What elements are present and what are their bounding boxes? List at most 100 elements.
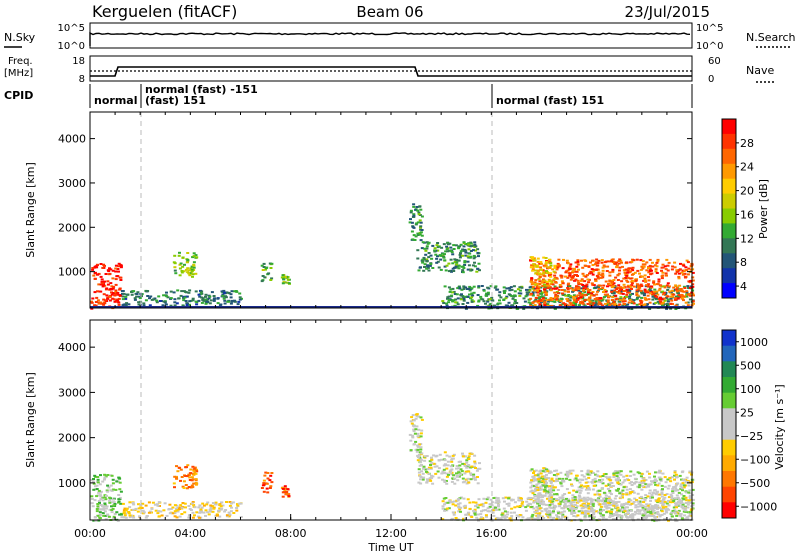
velocity-echo-cell [604,473,608,475]
power-echo-cell [181,256,185,259]
velocity-echo-cell [106,490,110,493]
velocity-echo-cell [539,485,543,488]
velocity-echo-cell [634,506,638,509]
power-echo-cell [536,264,540,267]
velocity-echo-cell [463,464,467,467]
power-echo-cell [99,283,103,286]
velocity-echo-cell [421,467,425,470]
power-echo-cell [659,300,662,303]
velocity-echo-cell [156,504,160,507]
velocity-echo-cell [688,501,692,504]
power-echo-cell [115,275,119,278]
velocity-echo-cell [673,511,677,514]
power-echo-cell [614,262,617,265]
power-echo-cell [530,279,533,282]
velocity-echo-cell [602,497,606,500]
velocity-echo-cell [666,478,670,481]
power-echo-cell [594,278,597,281]
power-echo-cell [137,301,141,304]
power-echo-cell [270,262,274,265]
velocity-echo-cell [648,503,652,506]
power-echo-cell [102,263,105,266]
velocity-echo-cell [443,471,447,474]
velocity-echo-cell [421,472,425,475]
power-echo-cell [456,287,460,290]
power-echo-cell [584,275,588,278]
power-echo-cell [112,286,116,288]
power-echo-cell [536,271,540,274]
power-echo-region [120,289,243,307]
power-echo-cell [632,259,636,262]
velocity-echo-cell [680,487,684,490]
velocity-echo-cell [559,500,563,503]
power-echo-cell [194,300,198,303]
power-echo-cell [629,277,633,280]
velocity-echo-cell [564,506,568,509]
velocity-echo-cell [636,509,640,512]
velocity-echo-cell [510,515,514,518]
velocity-echo-cell [591,488,595,491]
velocity-echo-cell [654,471,657,474]
velocity-echo-cell [657,476,661,479]
velocity-echo-cell [682,484,686,487]
power-echo-cell [594,298,598,301]
velocity-echo-cell [617,487,620,490]
velocity-echo-cell [603,501,607,504]
power-echo-cell [558,304,562,307]
power-echo-cell [617,304,621,307]
velocity-echo-cell [660,495,664,498]
power-echo-cell [173,298,177,301]
velocity-echo-cell [478,462,481,465]
velocity-echo-cell [579,489,583,492]
velocity-echo-cell [101,496,105,499]
power-echo-cell [90,301,94,304]
velocity-echo-cell [175,476,178,479]
velocity-echo-cell [476,467,480,470]
velocity-echo-cell [650,480,654,483]
velocity-echo-cell [601,478,605,481]
velocity-echo-cell [416,445,420,448]
power-echo-cell [544,292,548,295]
nsearch-tick-bottom: 10^0 [696,41,723,52]
velocity-echo-cell [608,514,612,517]
velocity-echo-cell [673,470,677,472]
velocity-echo-cell [432,454,436,457]
velocity-echo-cell [524,506,528,509]
velocity-echo-cell [462,462,466,465]
velocity-echo-cell [674,473,678,476]
power-echo-cell [270,277,274,280]
velocity-echo-cell [184,484,188,486]
power-echo-cell [186,271,190,274]
power-echo-cell [686,301,690,304]
power-echo-cell [683,272,687,275]
velocity-echo-cell [479,517,483,520]
power-echo-cell [649,292,652,295]
velocity-echo-cell [550,496,553,499]
power-echo-cell [673,261,677,264]
velocity-echo-cell [684,496,688,499]
power-echo-cell [685,290,689,293]
velocity-echo-cell [529,517,533,519]
power-echo-cell [689,265,693,267]
velocity-echo-cell [543,494,547,497]
power-echo-cell [601,266,605,269]
power-echo-cell [566,262,570,265]
velocity-echo-cell [671,501,675,504]
velocity-echo-cell [663,518,667,520]
velocity-echo-cell [479,516,483,519]
velocity-echo-cell [488,505,492,508]
power-echo-cell [644,298,648,301]
power-echo-cell [675,286,679,289]
velocity-echo-cell [551,503,555,506]
velocity-echo-cell [197,506,201,509]
velocity-echo-cell [156,512,160,515]
power-echo-cell [92,274,96,277]
velocity-echo-cell [633,482,637,484]
velocity-echo-cell [430,458,434,461]
power-echo-cell [176,289,180,292]
power-echo-cell [523,300,527,303]
velocity-echo-cell [648,514,652,517]
velocity-echo-cell [575,474,578,477]
velocity-echo-cell [590,508,593,511]
velocity-echo-cell [641,514,645,517]
